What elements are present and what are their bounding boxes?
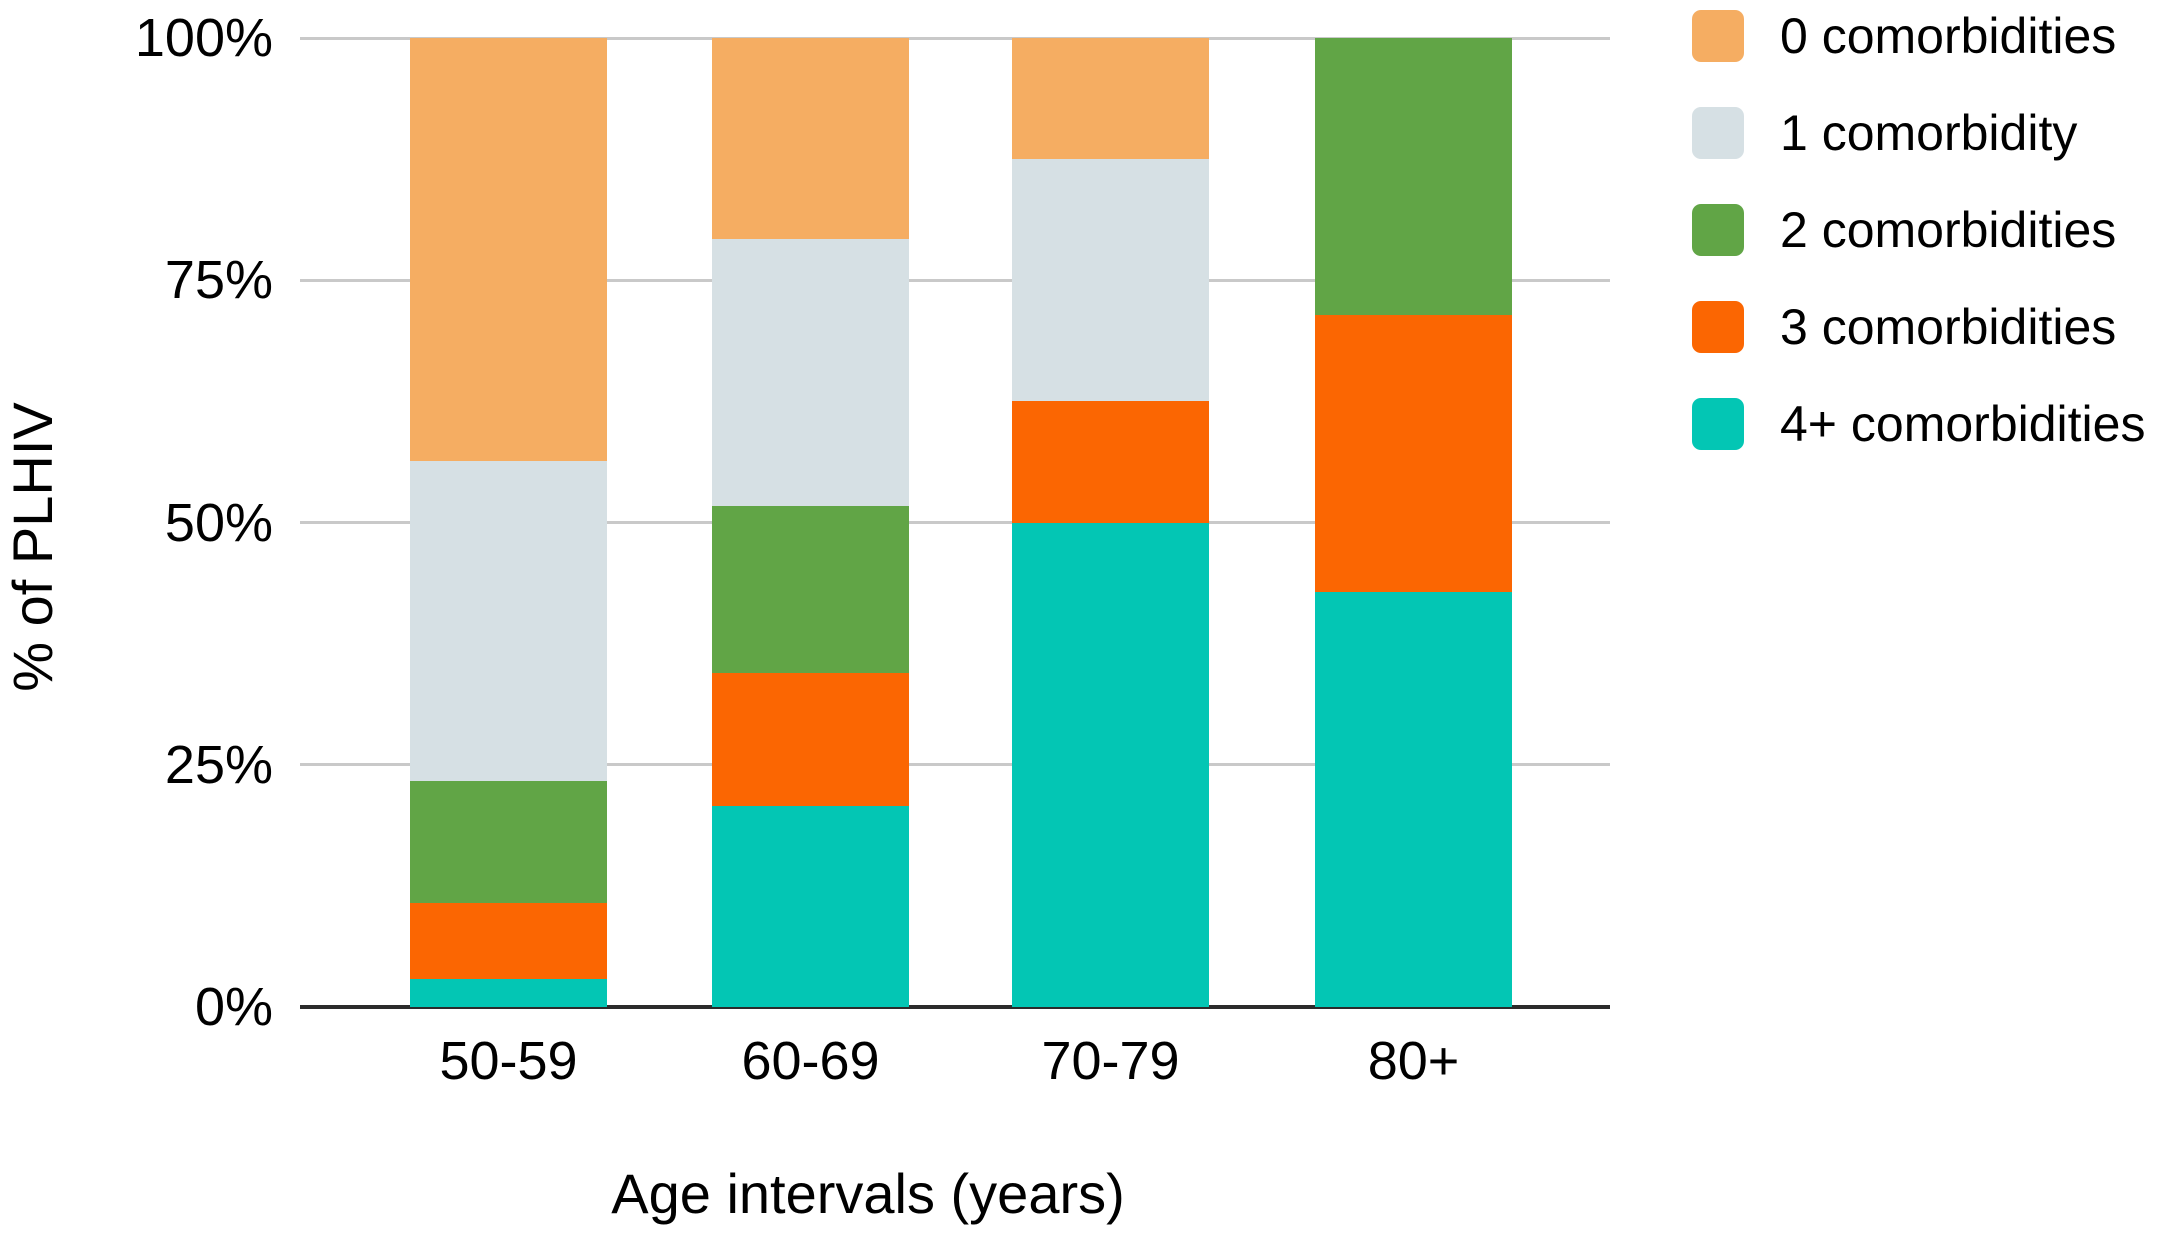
bar-50-59: [410, 38, 607, 1007]
segment-3-comorbidities-80+: [1315, 315, 1512, 593]
x-axis-tick-label: 50-59: [439, 1031, 578, 1091]
x-axis-tick-label: 60-69: [741, 1031, 880, 1091]
y-axis-tick-label: 50%: [164, 492, 273, 553]
legend-swatch-icon: [1692, 204, 1744, 256]
y-axis-tick-label: 25%: [164, 734, 273, 795]
plot-area: [300, 36, 1610, 1009]
y-axis-tick-label: 100%: [134, 8, 273, 68]
x-axis-baseline: [300, 1005, 1610, 1009]
bar-60-69: [712, 38, 909, 1007]
segment-1-comorbidity-70-79: [1012, 159, 1209, 402]
legend-item-0-comorbidities: 0 comorbidities: [1692, 10, 2145, 62]
segment-0-comorbidities-70-79: [1012, 38, 1209, 160]
segment-1-comorbidity-50-59: [410, 461, 607, 782]
x-axis-title: Age intervals (years): [611, 1162, 1125, 1225]
legend-item-label: 0 comorbidities: [1780, 8, 2117, 64]
segment-0-comorbidities-60-69: [712, 38, 909, 239]
legend-swatch-icon: [1692, 398, 1744, 450]
legend-item-1-comorbidity: 1 comorbidity: [1692, 107, 2145, 159]
segment-0-comorbidities-50-59: [410, 38, 607, 462]
segment-3-comorbidities-70-79: [1012, 401, 1209, 523]
gridline-25%: [300, 763, 1610, 767]
segment-2-comorbidities-80+: [1315, 38, 1512, 316]
legend-item-label: 1 comorbidity: [1780, 105, 2078, 161]
legend-item-4+-comorbidities: 4+ comorbidities: [1692, 398, 2145, 450]
segment-4+-comorbidities-60-69: [712, 806, 909, 1007]
segment-2-comorbidities-50-59: [410, 781, 607, 904]
segment-2-comorbidities-60-69: [712, 506, 909, 673]
segment-1-comorbidity-60-69: [712, 238, 909, 507]
legend-item-3-comorbidities: 3 comorbidities: [1692, 301, 2145, 353]
segment-3-comorbidities-50-59: [410, 903, 607, 979]
legend-swatch-icon: [1692, 10, 1744, 62]
x-axis-tick-label: 70-79: [1041, 1031, 1180, 1091]
legend-item-label: 2 comorbidities: [1780, 202, 2117, 258]
x-axis-tick-label: 80+: [1367, 1031, 1460, 1091]
legend-swatch-icon: [1692, 301, 1744, 353]
y-axis-tick-label: 0%: [194, 977, 273, 1037]
bar-80+: [1315, 38, 1512, 1007]
gridline-50%: [300, 521, 1610, 524]
segment-4+-comorbidities-70-79: [1012, 522, 1209, 1007]
legend-item-2-comorbidities: 2 comorbidities: [1692, 204, 2145, 256]
segment-4+-comorbidities-80+: [1315, 592, 1512, 1007]
y-axis-tick-label: 75%: [164, 250, 273, 311]
gridline-75%: [300, 278, 1610, 282]
bar-70-79: [1012, 38, 1209, 1007]
legend-item-label: 3 comorbidities: [1780, 299, 2117, 355]
legend: 0 comorbidities 1 comorbidity 2 comorbidit…: [1692, 10, 2145, 495]
y-axis-tick-labels: 0% 25% 50% 75% 100%: [0, 0, 273, 1241]
segment-4+-comorbidities-50-59: [410, 978, 607, 1007]
legend-item-label: 4+ comorbidities: [1780, 396, 2146, 452]
segment-3-comorbidities-60-69: [712, 672, 909, 807]
legend-swatch-icon: [1692, 107, 1744, 159]
gridline-100%: [300, 36, 1610, 40]
